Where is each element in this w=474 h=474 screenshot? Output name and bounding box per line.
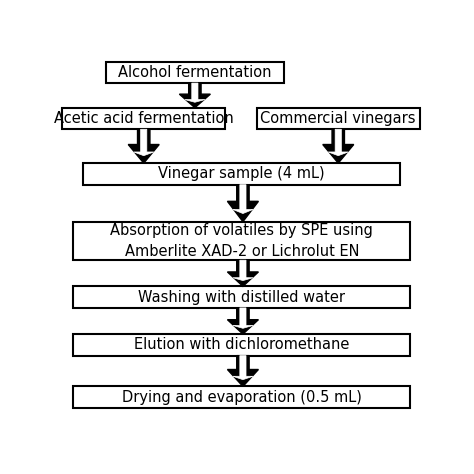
Polygon shape [228,308,258,334]
FancyBboxPatch shape [73,334,410,356]
FancyBboxPatch shape [82,163,400,185]
Polygon shape [233,260,253,281]
Polygon shape [134,129,154,155]
Text: Acetic acid fermentation: Acetic acid fermentation [54,111,234,126]
FancyBboxPatch shape [73,286,410,308]
FancyBboxPatch shape [257,108,419,129]
Polygon shape [179,83,210,108]
Polygon shape [128,129,159,163]
Polygon shape [185,83,205,102]
Polygon shape [233,308,253,328]
Polygon shape [228,356,258,386]
FancyBboxPatch shape [73,222,410,260]
FancyBboxPatch shape [106,62,284,83]
Text: Vinegar sample (4 mL): Vinegar sample (4 mL) [158,166,325,182]
Text: Drying and evaporation (0.5 mL): Drying and evaporation (0.5 mL) [122,390,362,405]
Text: Elution with dichloromethane: Elution with dichloromethane [134,337,349,352]
Text: Commercial vinegars: Commercial vinegars [261,111,416,126]
Polygon shape [233,356,253,380]
Text: Absorption of volatiles by SPE using
Amberlite XAD-2 or Lichrolut EN: Absorption of volatiles by SPE using Amb… [110,223,373,259]
Polygon shape [233,185,253,213]
Text: Washing with distilled water: Washing with distilled water [138,290,345,305]
FancyBboxPatch shape [63,108,225,129]
Polygon shape [323,129,354,163]
FancyBboxPatch shape [73,386,410,408]
Polygon shape [228,260,258,286]
Text: Alcohol fermentation: Alcohol fermentation [118,65,272,80]
Polygon shape [228,185,258,222]
Polygon shape [328,129,348,155]
